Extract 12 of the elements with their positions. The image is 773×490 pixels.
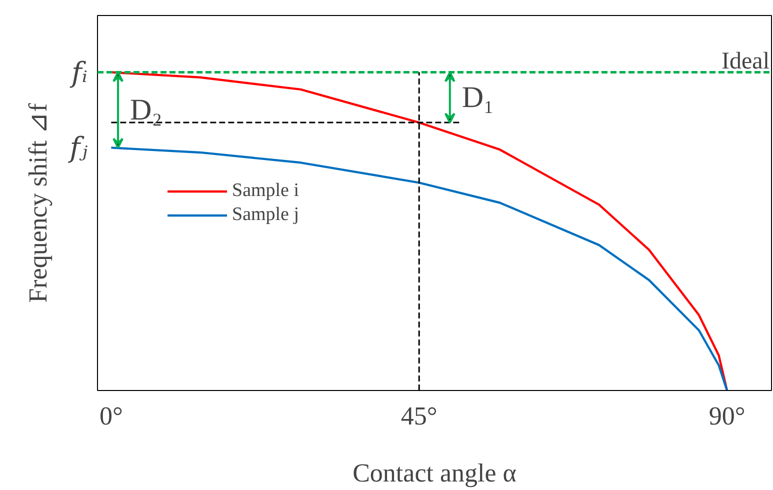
legend-label: Sample j	[232, 204, 300, 226]
annotation: fⱼ	[68, 131, 88, 164]
ref-line-label: Ideal	[722, 48, 770, 74]
annotation: D₁	[462, 80, 494, 114]
legend-label: Sample i	[232, 180, 300, 202]
x-tick-label: 90°	[708, 402, 746, 430]
x-tick-label: 45°	[400, 402, 438, 430]
x-axis-title: Contact angle α	[352, 458, 517, 488]
x-tick-label: 0°	[99, 402, 123, 430]
annotation: fᵢ	[70, 56, 88, 89]
annotation: D₂	[130, 93, 162, 126]
y-axis-title: Frequency shift ⊿f	[24, 102, 53, 303]
